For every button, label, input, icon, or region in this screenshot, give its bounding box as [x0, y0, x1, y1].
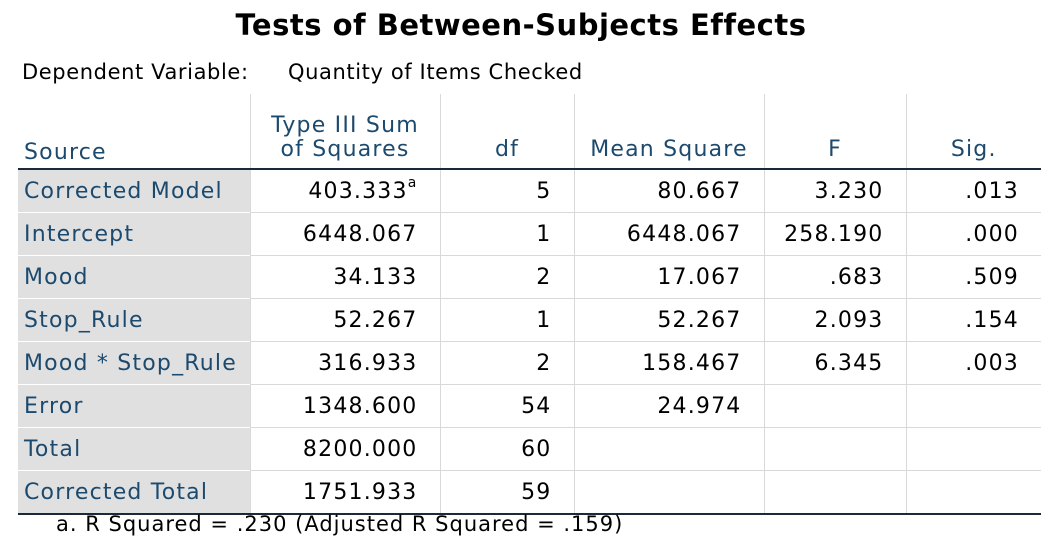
cell-f — [763, 470, 906, 514]
cell-sig: .013 — [905, 169, 1041, 213]
table-row: Mood 34.133 2 17.067 .683 .509 — [18, 255, 1041, 299]
cell-ms: 158.467 — [573, 341, 764, 385]
header-ss-line1: Type III Sum — [271, 113, 419, 138]
cell-ms: 17.067 — [573, 255, 764, 299]
cell-sig — [905, 470, 1041, 514]
table-row: Mood * Stop_Rule 316.933 2 158.467 6.345… — [18, 341, 1041, 385]
cell-ms: 80.667 — [573, 169, 764, 213]
cell-ss: 403.333a — [249, 169, 440, 213]
cell-sig — [905, 427, 1041, 471]
cell-ms: 6448.067 — [573, 212, 764, 256]
cell-f — [763, 427, 906, 471]
cell-sig: .154 — [905, 298, 1041, 342]
table-row: Stop_Rule 52.267 1 52.267 2.093 .154 — [18, 298, 1041, 342]
table-title: Tests of Between-Subjects Effects — [235, 8, 807, 42]
cell-ss: 1348.600 — [249, 384, 440, 428]
cell-f: 2.093 — [763, 298, 906, 342]
cell-df: 60 — [439, 427, 574, 471]
row-source: Corrected Total — [18, 470, 250, 514]
cell-ms: 24.974 — [573, 384, 764, 428]
table-row: Intercept 6448.067 1 6448.067 258.190 .0… — [18, 212, 1041, 256]
cell-sig — [905, 384, 1041, 428]
dependent-variable-value: Quantity of Items Checked — [288, 60, 583, 84]
cell-sig: .003 — [905, 341, 1041, 385]
footnote-marker: a — [407, 174, 418, 191]
cell-f: 258.190 — [763, 212, 906, 256]
cell-f: 6.345 — [763, 341, 906, 385]
cell-ss: 52.267 — [249, 298, 440, 342]
table-row: Corrected Model 403.333a 5 80.667 3.230 … — [18, 169, 1041, 213]
row-source: Intercept — [18, 212, 250, 256]
header-row: Source Type III Sum of Squares df Mean S… — [18, 94, 1041, 169]
row-source: Error — [18, 384, 250, 428]
effects-table: Source Type III Sum of Squares df Mean S… — [18, 94, 1041, 515]
dependent-variable-label: Dependent Variable: — [22, 60, 249, 84]
table-footnote: a. R Squared = .230 (Adjusted R Squared … — [56, 512, 624, 536]
cell-df: 1 — [439, 298, 574, 342]
cell-ss: 6448.067 — [249, 212, 440, 256]
cell-f: 3.230 — [763, 169, 906, 213]
header-sum-of-squares: Type III Sum of Squares — [249, 94, 440, 169]
cell-df: 2 — [439, 341, 574, 385]
cell-f: .683 — [763, 255, 906, 299]
header-sig: Sig. — [905, 94, 1041, 169]
table-row: Corrected Total 1751.933 59 — [18, 470, 1041, 514]
cell-ss: 316.933 — [249, 341, 440, 385]
cell-f — [763, 384, 906, 428]
header-mean-square: Mean Square — [573, 94, 764, 169]
cell-ss: 34.133 — [249, 255, 440, 299]
cell-ms — [573, 470, 764, 514]
cell-ss: 8200.000 — [249, 427, 440, 471]
row-source: Stop_Rule — [18, 298, 250, 342]
row-source: Total — [18, 427, 250, 471]
row-source: Mood * Stop_Rule — [18, 341, 250, 385]
cell-df: 54 — [439, 384, 574, 428]
header-df: df — [439, 94, 574, 169]
header-ss-line2: of Squares — [280, 137, 410, 162]
cell-sig: .000 — [905, 212, 1041, 256]
header-f: F — [763, 94, 906, 169]
cell-ms — [573, 427, 764, 471]
cell-df: 1 — [439, 212, 574, 256]
cell-sig: .509 — [905, 255, 1041, 299]
cell-ms: 52.267 — [573, 298, 764, 342]
table-row: Total 8200.000 60 — [18, 427, 1041, 471]
dependent-variable: Dependent Variable: Quantity of Items Che… — [22, 60, 583, 84]
cell-ss: 1751.933 — [249, 470, 440, 514]
cell-df: 5 — [439, 169, 574, 213]
cell-df: 59 — [439, 470, 574, 514]
row-source: Mood — [18, 255, 250, 299]
cell-df: 2 — [439, 255, 574, 299]
header-source: Source — [24, 140, 107, 165]
table-row: Error 1348.600 54 24.974 — [18, 384, 1041, 428]
row-source: Corrected Model — [18, 169, 250, 213]
